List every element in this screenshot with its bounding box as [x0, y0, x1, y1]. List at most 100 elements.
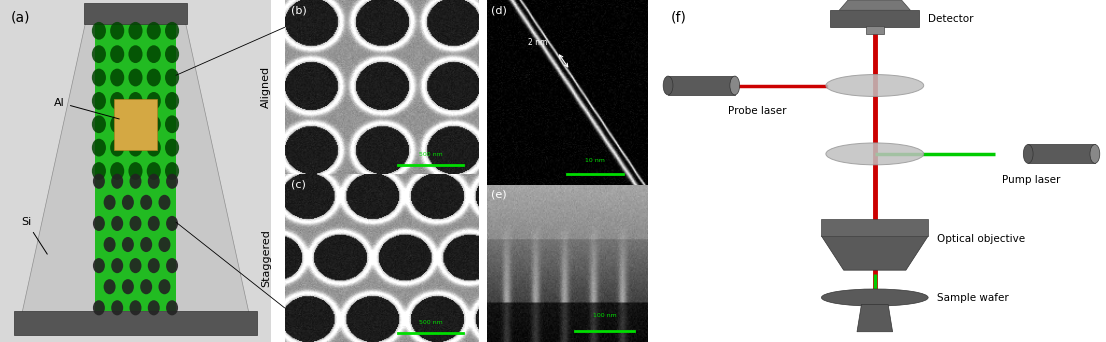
Circle shape	[158, 195, 170, 210]
Text: (c): (c)	[291, 180, 306, 189]
Text: 100 nm: 100 nm	[593, 313, 616, 318]
Circle shape	[129, 300, 142, 315]
Circle shape	[111, 115, 124, 133]
Circle shape	[147, 45, 160, 63]
Text: Si: Si	[22, 217, 48, 254]
Text: (a): (a)	[11, 10, 30, 24]
Text: 500 nm: 500 nm	[419, 320, 442, 325]
Polygon shape	[831, 10, 919, 27]
Circle shape	[165, 162, 179, 180]
Polygon shape	[22, 17, 249, 315]
Circle shape	[128, 139, 143, 157]
Circle shape	[92, 69, 106, 87]
Circle shape	[147, 162, 160, 180]
Bar	[866, 26, 884, 34]
Text: (d): (d)	[491, 5, 508, 15]
Circle shape	[92, 115, 106, 133]
Polygon shape	[84, 3, 187, 24]
Circle shape	[166, 300, 178, 315]
Circle shape	[158, 279, 170, 294]
Circle shape	[93, 216, 105, 231]
Ellipse shape	[826, 75, 924, 96]
Circle shape	[92, 22, 106, 40]
Circle shape	[129, 174, 142, 189]
Circle shape	[140, 237, 153, 252]
Circle shape	[165, 45, 179, 63]
Circle shape	[165, 139, 179, 157]
Circle shape	[129, 258, 142, 273]
Bar	[1029, 145, 1095, 163]
Circle shape	[92, 45, 106, 63]
Text: Detector: Detector	[928, 14, 973, 24]
Circle shape	[122, 237, 134, 252]
Ellipse shape	[1023, 144, 1033, 163]
Text: Al: Al	[54, 97, 119, 119]
Circle shape	[147, 139, 160, 157]
Circle shape	[166, 258, 178, 273]
Circle shape	[128, 69, 143, 87]
Circle shape	[158, 237, 170, 252]
Circle shape	[165, 69, 179, 87]
Circle shape	[140, 195, 153, 210]
Circle shape	[166, 216, 178, 231]
Circle shape	[104, 195, 116, 210]
Circle shape	[165, 115, 179, 133]
Text: Optical objective: Optical objective	[937, 234, 1025, 245]
Circle shape	[148, 300, 159, 315]
Circle shape	[93, 300, 105, 315]
Ellipse shape	[1091, 144, 1099, 163]
Circle shape	[165, 92, 179, 110]
Ellipse shape	[822, 289, 928, 306]
Circle shape	[165, 22, 179, 40]
Circle shape	[147, 22, 160, 40]
Circle shape	[112, 300, 123, 315]
Circle shape	[111, 139, 124, 157]
Circle shape	[104, 279, 116, 294]
Text: Probe laser: Probe laser	[728, 106, 786, 116]
Circle shape	[111, 45, 124, 63]
Text: Staggered: Staggered	[261, 229, 271, 287]
Bar	[114, 99, 157, 150]
Circle shape	[112, 216, 123, 231]
Polygon shape	[95, 24, 176, 311]
Circle shape	[128, 22, 143, 40]
Circle shape	[111, 162, 124, 180]
Ellipse shape	[664, 76, 672, 95]
Circle shape	[104, 237, 116, 252]
Text: 500 nm: 500 nm	[419, 152, 442, 157]
Circle shape	[122, 279, 134, 294]
Text: Pump laser: Pump laser	[1002, 174, 1060, 185]
Polygon shape	[822, 236, 928, 270]
Text: (e): (e)	[491, 189, 507, 199]
Circle shape	[148, 216, 159, 231]
Circle shape	[93, 174, 105, 189]
Circle shape	[148, 258, 159, 273]
Circle shape	[92, 139, 106, 157]
Polygon shape	[13, 311, 258, 335]
Circle shape	[148, 174, 159, 189]
Circle shape	[128, 92, 143, 110]
Circle shape	[166, 174, 178, 189]
Text: Aligned: Aligned	[261, 66, 271, 108]
Circle shape	[128, 162, 143, 180]
Circle shape	[147, 92, 160, 110]
Text: 10 nm: 10 nm	[585, 158, 605, 162]
Circle shape	[111, 69, 124, 87]
Polygon shape	[839, 0, 910, 10]
Circle shape	[112, 174, 123, 189]
Bar	[668, 76, 734, 95]
Circle shape	[128, 115, 143, 133]
Text: 2 nm: 2 nm	[529, 38, 547, 47]
Bar	[822, 219, 928, 236]
Text: (f): (f)	[670, 10, 686, 24]
Circle shape	[112, 258, 123, 273]
Ellipse shape	[826, 143, 924, 165]
Circle shape	[111, 92, 124, 110]
Circle shape	[128, 45, 143, 63]
Circle shape	[122, 195, 134, 210]
Circle shape	[93, 258, 105, 273]
Circle shape	[147, 69, 160, 87]
Circle shape	[129, 216, 142, 231]
Circle shape	[92, 92, 106, 110]
Ellipse shape	[730, 76, 740, 95]
